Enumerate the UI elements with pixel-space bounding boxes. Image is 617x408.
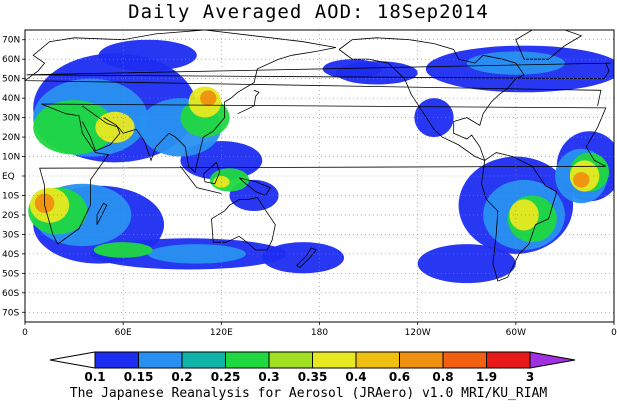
colorbar-segment	[94, 351, 139, 369]
aod-contour-region	[95, 111, 135, 143]
aod-contour-region	[98, 39, 197, 71]
coastline-path	[180, 166, 222, 194]
colorbar-segment	[312, 351, 357, 369]
coastline-path	[82, 47, 336, 173]
aod-contour-region	[93, 242, 153, 258]
lat-tick-label: 60N	[2, 55, 20, 65]
map-title: Daily Averaged AOD: 18Sep2014	[128, 1, 489, 23]
colorbar-label: 0.35	[298, 370, 328, 384]
aod-contour-region	[147, 244, 246, 264]
colorbar-label: 1.9	[476, 370, 497, 384]
lon-tick-label: 60W	[506, 328, 526, 338]
colorbar-segment	[486, 351, 531, 369]
aod-contour-region	[509, 199, 539, 231]
lat-tick-label: 70S	[2, 308, 19, 318]
lat-tick-label: 20S	[2, 211, 19, 221]
lat-tick-label: 40N	[2, 94, 20, 104]
coastlines	[25, 30, 611, 282]
colorbar-label: 0.15	[124, 370, 154, 384]
coastline-path	[237, 89, 260, 115]
lat-tick-label: 10N	[2, 153, 20, 163]
colorbar-label: 0.6	[389, 370, 410, 384]
latitude-labels: 70N 60N 50N 40N 30N 20N 10N EQ 10S 20S 30S 40S 50S 60…	[2, 36, 25, 318]
coastline-path	[211, 196, 276, 251]
lat-tick-label: EQ	[2, 172, 15, 182]
lon-tick-label: 0	[22, 328, 28, 338]
colorbar: 0.1 0.15 0.2 0.25 0.3 0.35 0.4 0.6 0.8 1.9 3	[49, 351, 576, 384]
lon-tick-label: 120W	[405, 328, 431, 338]
aod-contour-region	[33, 100, 115, 155]
colorbar-label: 0.25	[211, 370, 241, 384]
coastline-path	[515, 30, 583, 60]
colorbar-segment	[399, 351, 444, 369]
lon-tick-label: 180	[311, 328, 328, 338]
colorbar-label: 0.2	[171, 370, 192, 384]
lat-tick-label: 50S	[2, 269, 19, 279]
coastline-path	[202, 161, 221, 185]
colorbar-segment	[355, 351, 400, 369]
aod-contour-region	[200, 90, 217, 106]
aod-contour-region	[414, 98, 454, 138]
longitude-labels: 0 60E 120E 180 120W 60W 0	[22, 322, 617, 338]
colorbar-segment	[225, 351, 270, 369]
aod-contour-region	[322, 59, 382, 79]
lon-tick-label: 0	[611, 328, 617, 338]
lat-tick-label: 20N	[2, 133, 20, 143]
lat-tick-label: 30S	[2, 230, 19, 240]
credit-line: The Japanese Reanalysis for Aerosol (JRA…	[69, 386, 548, 401]
coastline-path	[81, 117, 121, 152]
colorbar-label: 0.1	[84, 370, 105, 384]
colorbar-label: 0.8	[432, 370, 453, 384]
lat-tick-label: 60S	[2, 289, 19, 299]
aod-contour-region	[262, 242, 345, 274]
colorbar-label: 0.3	[258, 370, 279, 384]
lat-tick-label: 30N	[2, 114, 20, 124]
lon-tick-label: 120E	[210, 328, 233, 338]
lat-tick-label: 50N	[2, 75, 20, 85]
coastline-path	[26, 62, 611, 80]
colorbar-segment	[181, 351, 226, 369]
colorbar-segment	[138, 351, 183, 369]
colorbar-over-arrow	[529, 351, 576, 369]
lon-tick-label: 60E	[115, 328, 132, 338]
coastline-path	[338, 37, 525, 162]
coastline-path	[481, 152, 558, 282]
lat-tick-label: 10S	[2, 191, 19, 201]
lat-tick-label: 40S	[2, 250, 19, 260]
lat-tick-label: 70N	[2, 36, 20, 46]
graticule	[25, 30, 614, 322]
colorbar-under-arrow	[49, 351, 96, 369]
colorbar-label: 0.4	[345, 370, 366, 384]
colorbar-label: 3	[526, 370, 534, 384]
coastline-path	[96, 202, 108, 225]
aod-contour-region	[573, 172, 590, 188]
aod-field	[28, 39, 614, 284]
colorbar-segment	[268, 351, 313, 369]
coastline-path	[39, 103, 607, 245]
aod-contour-region	[417, 244, 516, 284]
colorbar-segment	[442, 351, 487, 369]
coastline-path	[296, 247, 317, 269]
